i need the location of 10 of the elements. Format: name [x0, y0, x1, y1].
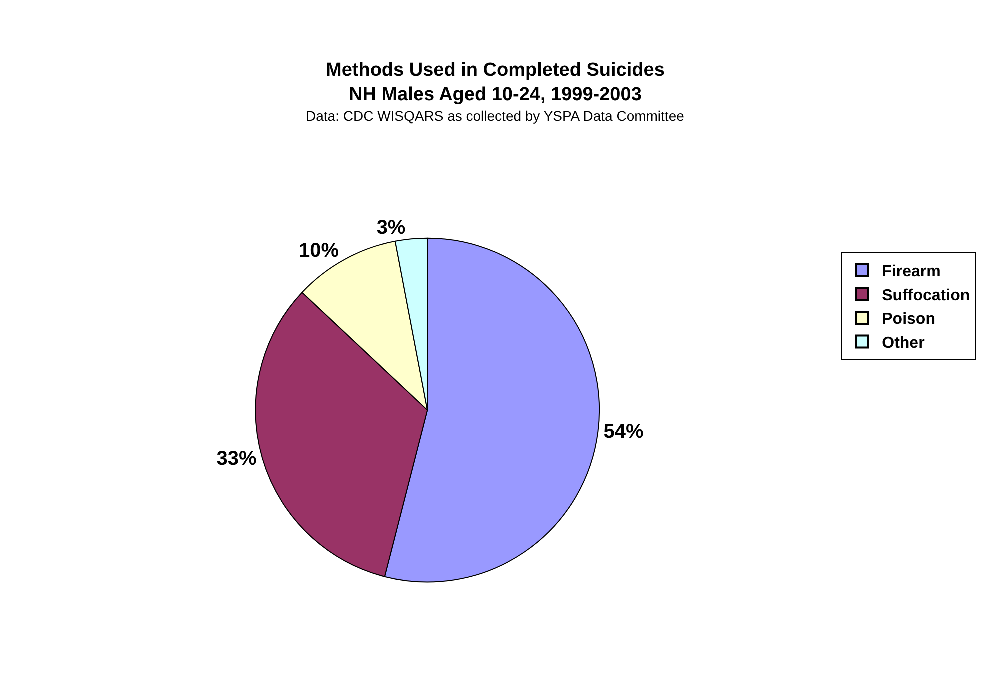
data-label: 10% [299, 240, 340, 262]
data-label: 33% [216, 448, 258, 470]
chart-subtitle: Data: CDC WISQARS as collected by YSPA Data Committee [306, 108, 685, 124]
data-label: 3% [376, 217, 406, 240]
legend-label: Firearm [882, 264, 941, 281]
legend-label: Suffocation [882, 287, 970, 304]
legend-label: Other [882, 334, 925, 352]
legend-label: Poison [882, 311, 936, 328]
chart-title: Methods Used in Completed Suicides NH Males Aged 10-24, 1999-2003 [326, 60, 665, 106]
data-label: 54% [604, 421, 644, 444]
